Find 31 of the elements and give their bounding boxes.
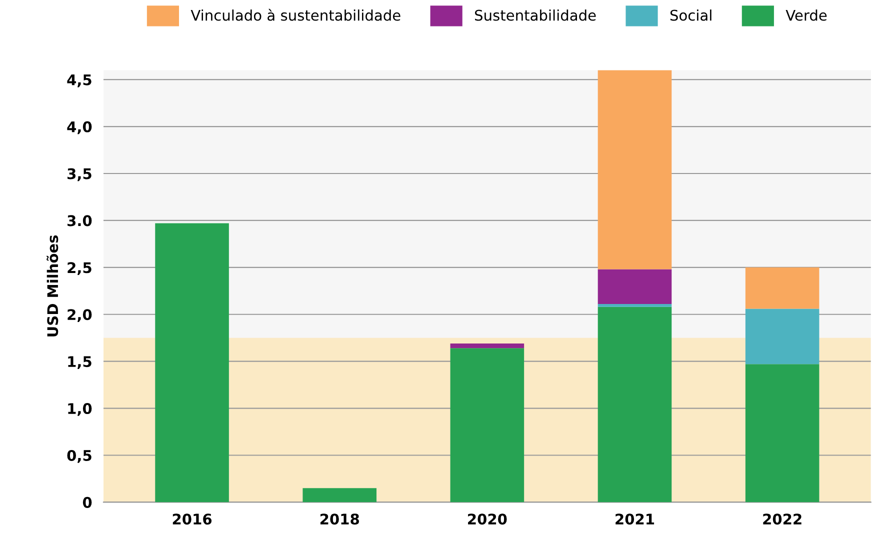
y-tick-label: 2,0 [68,309,92,322]
bar [598,306,672,502]
legend-label: Social [670,10,712,21]
bar [598,304,672,307]
legend-label: Vinculado à sustentabilidade [190,8,400,21]
x-tick-label: 2020 [468,514,507,525]
legend-label: Sustentabilidade [474,10,596,21]
y-tick-label: 3.0 [68,215,92,226]
bar [155,223,229,502]
y-axis-title: USD Milhões [46,235,58,336]
bar [450,343,524,348]
bar [598,269,672,304]
y-tick-label: 0,5 [67,450,92,463]
bar [598,70,672,270]
legend-label: Verde [786,10,827,21]
y-tick-label: 0 [82,496,92,508]
y-tick-label: 1,5 [68,356,92,369]
x-tick-label: 2021 [616,514,654,525]
bar [745,267,820,309]
x-tick-label: 2016 [172,514,212,525]
y-tick-label: 1,0 [68,403,92,416]
bar [745,364,820,502]
y-tick-label: 4,5 [67,74,92,88]
bar [302,488,376,502]
y-tick-label: 3,5 [68,168,92,182]
bar [745,308,820,364]
x-tick-label: 2018 [320,514,359,525]
y-tick-label: 2,5 [68,262,92,276]
x-tick-label: 2022 [763,514,802,525]
y-tick-label: 4,0 [67,121,92,134]
bar [450,348,524,502]
